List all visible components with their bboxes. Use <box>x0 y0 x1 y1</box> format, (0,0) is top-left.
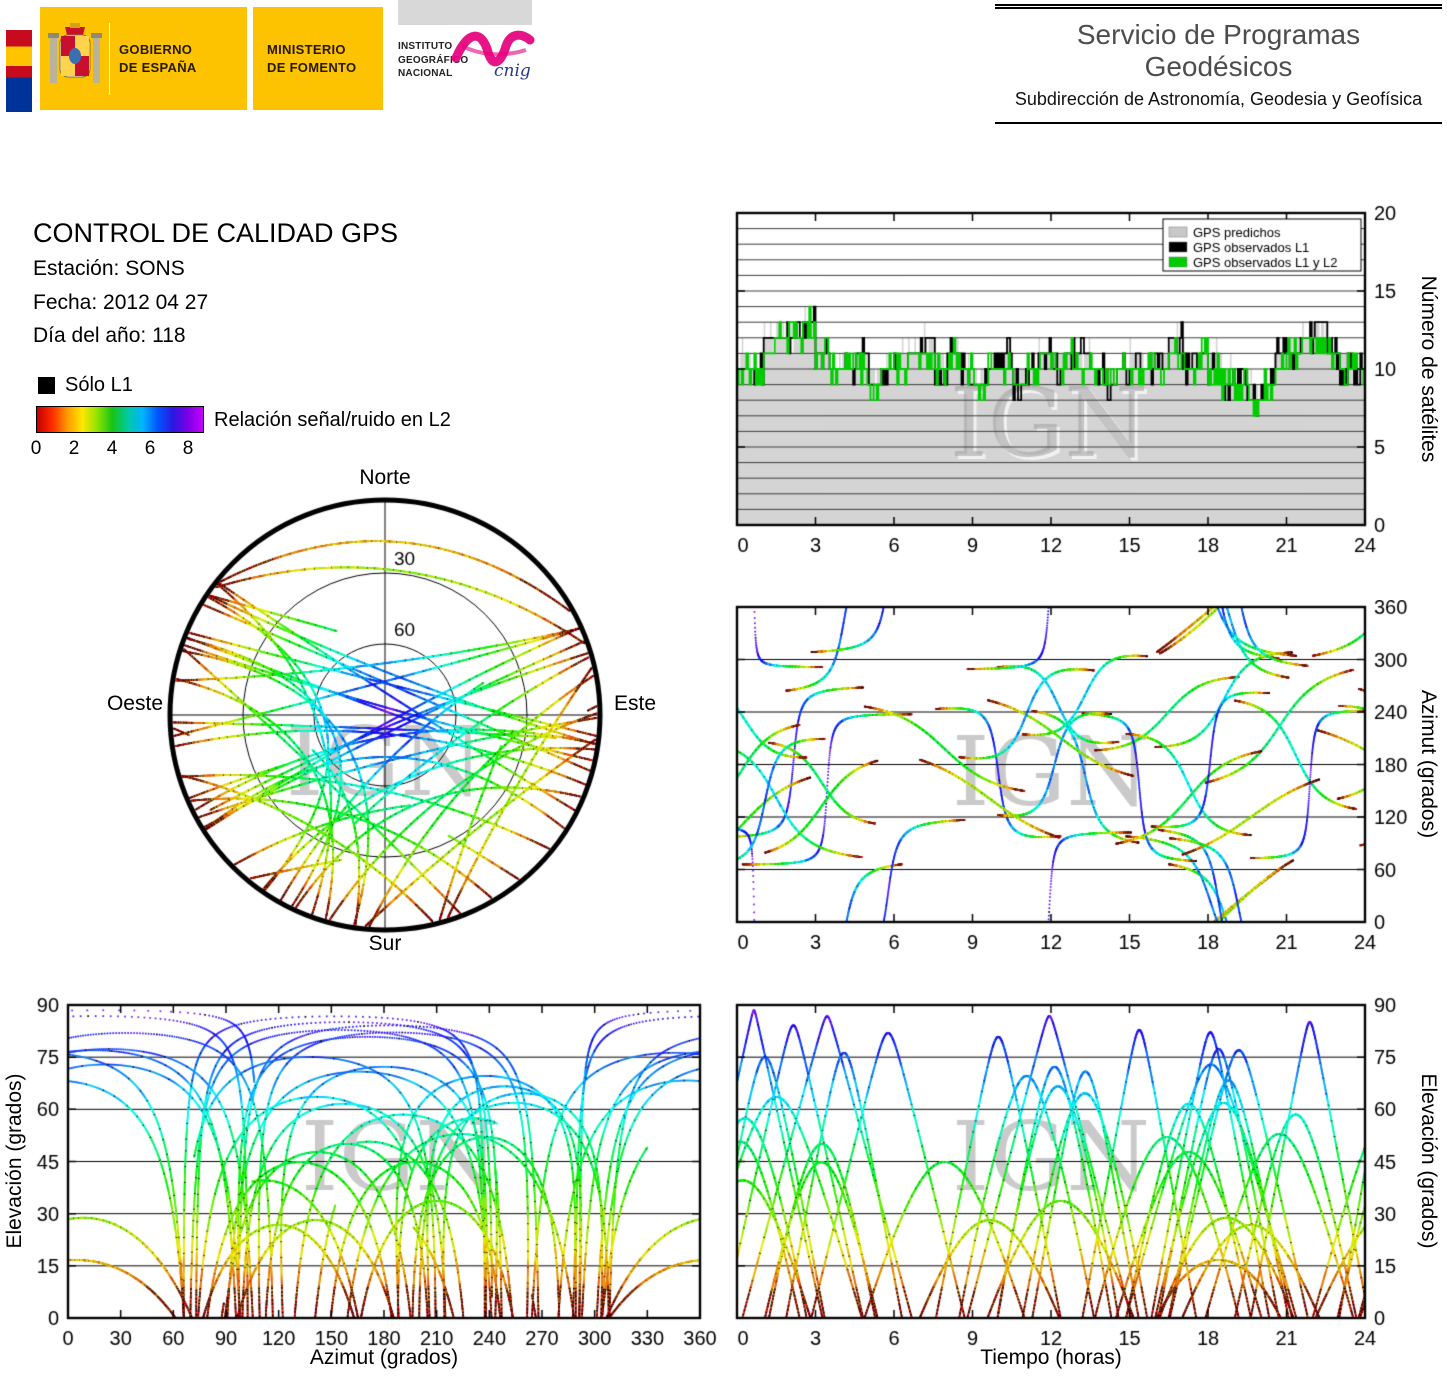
skyplot-south-label: Sur <box>368 932 402 955</box>
colorbar-label: Relación señal/ruido en L2 <box>214 409 451 431</box>
solo-l1-swatch-icon <box>38 377 55 394</box>
skyplot-east-label: Este <box>614 692 657 715</box>
date-line: Fecha: 2012 04 27 <box>33 291 209 314</box>
instituto-line2: GEOGRÁFICO <box>398 54 469 66</box>
solo-l1-label: Sólo L1 <box>65 374 133 396</box>
gobierno-text: GOBIERNO DE ESPAÑA <box>119 41 197 76</box>
gobierno-logo: GOBIERNO DE ESPAÑA <box>40 7 247 110</box>
skyplot-west-label: Oeste <box>106 692 163 715</box>
colorbar-tick-2: 2 <box>68 438 80 459</box>
ylabel-satellite-count: Número de satélites <box>1417 275 1440 463</box>
ministerio-line2: DE FOMENTO <box>267 59 357 75</box>
colorbar-tick-0: 0 <box>30 438 42 459</box>
gray-tab <box>398 0 532 25</box>
ylabel-elevation-left: Elevación (grados) <box>3 1073 26 1249</box>
page-title: CONTROL DE CALIDAD GPS <box>33 218 399 248</box>
cnig-logo-icon: cnig <box>448 24 544 87</box>
solo-l1-legend: Sólo L1 <box>38 374 133 397</box>
divider <box>109 22 110 95</box>
spain-coat-of-arms-icon <box>48 22 102 83</box>
cnig-text: cnig <box>494 61 531 81</box>
ministerio-logo: MINISTERIO DE FOMENTO <box>253 7 383 110</box>
instituto-line1: INSTITUTO <box>398 41 453 52</box>
service-title-block: Servicio de Programas Geodésicos Subdire… <box>995 4 1442 124</box>
ylabel-elevation-right: Elevación (grados) <box>1417 1073 1440 1249</box>
satellite-count-chart-canvas <box>733 205 1413 565</box>
snr-colorbar <box>36 406 204 433</box>
xlabel-azimuth: Azimut (grados) <box>309 1346 459 1369</box>
skyplot-canvas <box>150 470 620 940</box>
doy-line: Día del año: 118 <box>33 324 186 347</box>
skyplot-north-label: Norte <box>359 466 411 489</box>
xlabel-time: Tiempo (horas) <box>980 1346 1122 1369</box>
station-line: Estación: SONS <box>33 257 185 280</box>
colorbar-tick-4: 4 <box>106 438 118 459</box>
elevation-time-chart-canvas <box>733 975 1413 1375</box>
colorbar-tick-8: 8 <box>182 438 194 459</box>
spain-flag-icon <box>6 30 32 112</box>
gobierno-line2: DE ESPAÑA <box>119 59 197 75</box>
service-subtitle: Subdirección de Astronomía, Geodesia y G… <box>1014 89 1423 109</box>
service-title: Servicio de Programas Geodésicos <box>1076 19 1361 82</box>
instituto-line3: NACIONAL <box>398 68 453 79</box>
instituto-text: INSTITUTO GEOGRÁFICO NACIONAL <box>398 40 498 81</box>
colorbar-tick-6: 6 <box>144 438 156 459</box>
azimuth-time-chart-canvas <box>733 600 1413 955</box>
gobierno-line1: GOBIERNO <box>119 41 193 57</box>
ministerio-line1: MINISTERIO <box>267 41 346 57</box>
ylabel-azimuth: Azimut (grados) <box>1417 689 1440 839</box>
elevation-azimuth-chart-canvas <box>30 975 730 1375</box>
